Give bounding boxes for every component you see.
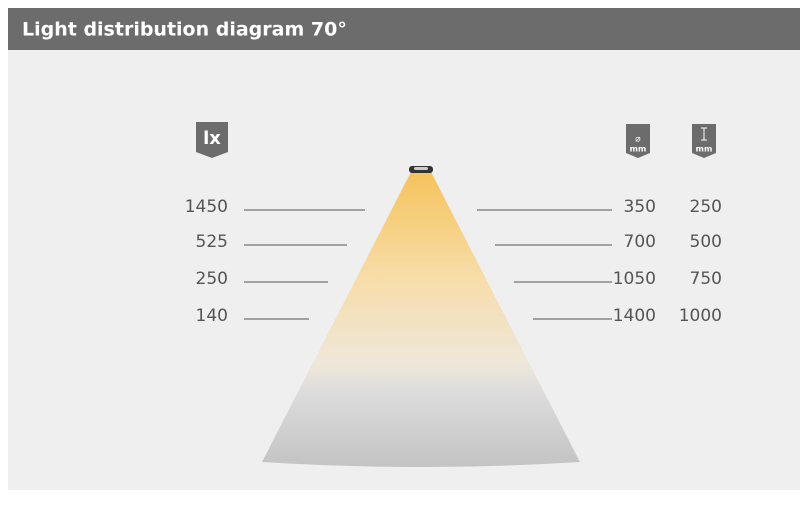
- lux-label: lx: [203, 128, 221, 149]
- diameter-symbol: ⌀: [635, 135, 641, 145]
- lux-value: 1450: [185, 197, 228, 217]
- diameter-value: 1050: [613, 269, 656, 289]
- lux-value: 525: [196, 232, 228, 252]
- distance-value: 1000: [679, 306, 722, 326]
- distance-value: 250: [690, 197, 722, 217]
- diameter-value: 350: [624, 197, 656, 217]
- diameter-value: 1400: [613, 306, 656, 326]
- distance-unit: mm: [696, 145, 713, 154]
- diagram: Light distribution diagram 70° lx ⌀ mm m…: [0, 0, 808, 517]
- header-title: Light distribution diagram 70°: [22, 19, 347, 41]
- distance-value: 750: [690, 269, 722, 289]
- diameter-unit: mm: [630, 145, 647, 154]
- lamp-highlight: [414, 167, 428, 170]
- diameter-value: 700: [624, 232, 656, 252]
- lux-value: 250: [196, 269, 228, 289]
- distance-value: 500: [690, 232, 722, 252]
- lux-value: 140: [196, 306, 228, 326]
